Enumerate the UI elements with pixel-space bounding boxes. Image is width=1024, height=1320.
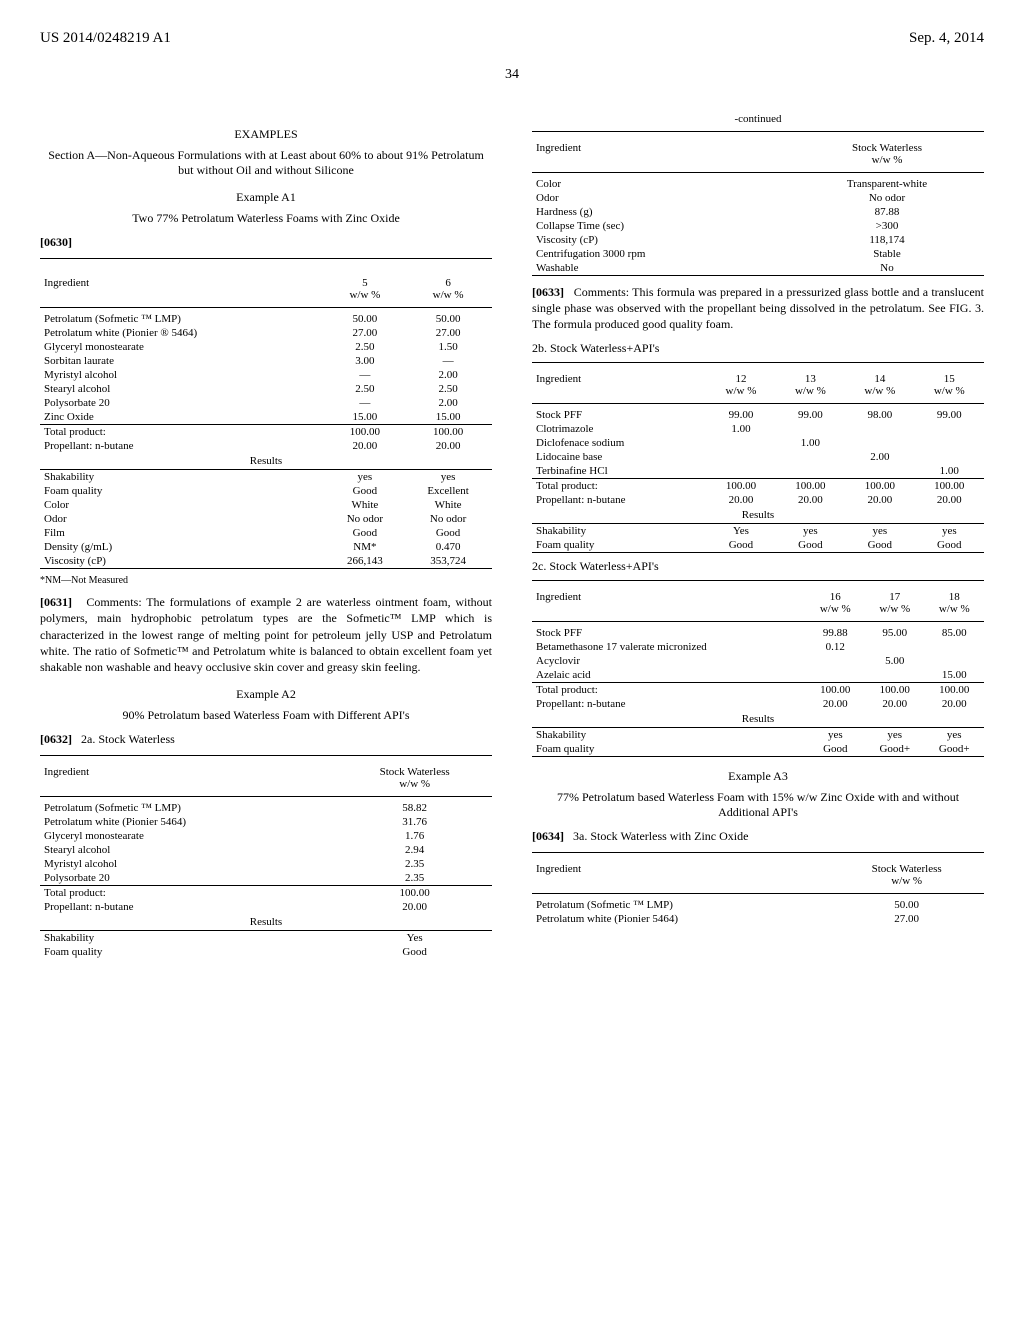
para-0631: [0631] Comments: The formulations of exa… [40, 594, 492, 675]
patent-number: US 2014/0248219 A1 [40, 30, 171, 47]
example-a3-sub: 77% Petrolatum based Waterless Foam with… [532, 790, 984, 820]
table-row: Centrifugation 3000 rpmStable [532, 247, 984, 261]
table-a2-continued: Ingredient Stock Waterlessw/w % ColorTra… [532, 131, 984, 276]
table-row: Terbinafine HCl1.00 [532, 464, 984, 479]
table-row: Glyceryl monostearate1.76 [40, 829, 492, 843]
table-row: Lidocaine base2.00 [532, 450, 984, 464]
table-row: Clotrimazole1.00 [532, 422, 984, 436]
table-row: Viscosity (cP)118,174 [532, 233, 984, 247]
table-row: Foam qualityGoodGoodGoodGood [532, 538, 984, 553]
examples-heading: EXAMPLES [40, 127, 492, 142]
table-row: Hardness (g)87.88 [532, 205, 984, 219]
table-row: Azelaic acid15.00 [532, 668, 984, 683]
para-0633: [0633] Comments: This formula was prepar… [532, 284, 984, 333]
table-row: OdorNo odor [532, 191, 984, 205]
table-row: Propellant: n-butane20.0020.0020.0020.00 [532, 493, 984, 507]
table-row: Foam qualityGoodExcellent [40, 484, 492, 498]
table-row: Petrolatum (Sofmetic ™ LMP)50.00 [532, 898, 984, 912]
page-number: 34 [40, 67, 984, 83]
para-0632: [0632] 2a. Stock Waterless [40, 731, 492, 747]
table-row: Collapse Time (sec)>300 [532, 219, 984, 233]
t1-col2: 6w/w % [404, 271, 492, 308]
table-row: OdorNo odorNo odor [40, 512, 492, 526]
table-row: FilmGoodGood [40, 526, 492, 540]
table-row: ColorTransparent-white [532, 177, 984, 191]
table-row: Stearyl alcohol2.502.50 [40, 382, 492, 396]
table-row: Sorbitan laurate3.00— [40, 354, 492, 368]
para-0630: [0630] [40, 235, 72, 249]
sub-2c: 2c. Stock Waterless+API's [532, 559, 984, 574]
table-row: Petrolatum white (Pionier ® 5464)27.0027… [40, 326, 492, 340]
para-0634: [0634] 3a. Stock Waterless with Zinc Oxi… [532, 828, 984, 844]
table-2c: Ingredient 16w/w % 17w/w % 18w/w % Stock… [532, 580, 984, 757]
t1-col0: Ingredient [40, 271, 326, 308]
table-row: Diclofenace sodium1.00 [532, 436, 984, 450]
table-row: Viscosity (cP)266,143353,724 [40, 554, 492, 569]
table-row: Total product:100.00100.00100.00 [532, 682, 984, 697]
page-header: US 2014/0248219 A1 Sep. 4, 2014 [40, 30, 984, 47]
table-row: Stock PFF99.8895.0085.00 [532, 626, 984, 640]
table-row: Propellant: n-butane20.0020.0020.00 [532, 697, 984, 711]
continued-label: -continued [532, 113, 984, 125]
table-row: Petrolatum white (Pionier 5464)27.00 [532, 912, 984, 926]
section-a-title: Section A—Non-Aqueous Formulations with … [40, 148, 492, 178]
example-a1-title: Example A1 [40, 190, 492, 205]
table-a3: Ingredient Stock Waterlessw/w % Petrolat… [532, 852, 984, 926]
results-label: Results [40, 453, 492, 470]
table-row: WashableNo [532, 261, 984, 276]
example-a2-title: Example A2 [40, 687, 492, 702]
table-row: Stock PFF99.0099.0098.0099.00 [532, 408, 984, 422]
table-row: Total product:100.00100.00100.00100.00 [532, 478, 984, 493]
table-row: Total product:100.00100.00 [40, 425, 492, 440]
table-row: Shakabilityyesyes [40, 470, 492, 485]
right-column: -continued Ingredient Stock Waterlessw/w… [532, 113, 984, 965]
table-row: Foam qualityGoodGood+Good+ [532, 742, 984, 757]
table-row: Density (g/mL)NM*0.470 [40, 540, 492, 554]
table-row: ColorWhiteWhite [40, 498, 492, 512]
example-a1-sub: Two 77% Petrolatum Waterless Foams with … [40, 211, 492, 226]
table-row: Propellant: n-butane20.0020.00 [40, 439, 492, 453]
table-row: Betamethasone 17 valerate micronized0.12 [532, 640, 984, 654]
table-a1: Ingredient 5w/w % 6w/w % Petrolatum (Sof… [40, 258, 492, 569]
table-row: ShakabilityYes [40, 931, 492, 946]
table-row: Propellant: n-butane20.00 [40, 900, 492, 914]
table-row: Polysorbate 202.35 [40, 871, 492, 886]
publication-date: Sep. 4, 2014 [909, 30, 984, 47]
table-row: Zinc Oxide15.0015.00 [40, 410, 492, 425]
table-row: Glyceryl monostearate2.501.50 [40, 340, 492, 354]
table-row: Petrolatum (Sofmetic ™ LMP)50.0050.00 [40, 312, 492, 326]
table-row: Petrolatum (Sofmetic ™ LMP)58.82 [40, 801, 492, 815]
table-row: Acyclovir5.00 [532, 654, 984, 668]
table-row: Petrolatum white (Pionier 5464)31.76 [40, 815, 492, 829]
table-row: Total product:100.00 [40, 886, 492, 901]
example-a3-title: Example A3 [532, 769, 984, 784]
table-row: Shakabilityyesyesyes [532, 727, 984, 742]
t1-col1: 5w/w % [326, 271, 405, 308]
table-row: Polysorbate 20—2.00 [40, 396, 492, 410]
table-row: Foam qualityGood [40, 945, 492, 959]
example-a2-sub: 90% Petrolatum based Waterless Foam with… [40, 708, 492, 723]
table-row: Stearyl alcohol2.94 [40, 843, 492, 857]
sub-2b: 2b. Stock Waterless+API's [532, 341, 984, 356]
table-2b: Ingredient 12w/w % 13w/w % 14w/w % 15w/w… [532, 362, 984, 553]
table-a2: Ingredient Stock Waterlessw/w % Petrolat… [40, 755, 492, 959]
left-column: EXAMPLES Section A—Non-Aqueous Formulati… [40, 113, 492, 965]
table-row: Myristyl alcohol2.35 [40, 857, 492, 871]
table-row: ShakabilityYesyesyesyes [532, 523, 984, 538]
footnote-nm: *NM—Not Measured [40, 575, 492, 586]
table-row: Myristyl alcohol—2.00 [40, 368, 492, 382]
